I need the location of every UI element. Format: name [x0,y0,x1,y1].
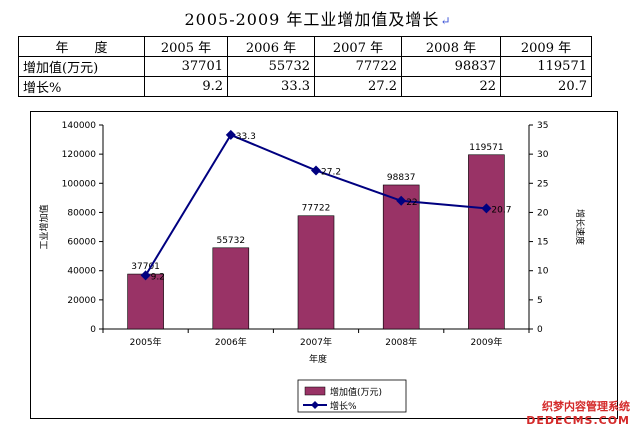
x-tick-label: 2009年 [470,336,502,348]
y2-tick-label: 30 [537,150,549,160]
bar-data-label: 77722 [302,204,331,214]
chart-frame: 0 20000 40000 60000 80000 100000 120000 140000 0… [30,111,618,419]
y2-tick-label: 10 [537,267,549,277]
line-marker [481,203,492,214]
line-marker [396,195,407,206]
chart-svg: 0 20000 40000 60000 80000 100000 120000 140000 0… [38,121,586,413]
y-axis-title: 工业增加值 [38,204,50,249]
table-cell: 77722 [314,56,402,77]
legend-marker-icon [311,401,319,409]
table-header-cell: 年 度 [18,36,145,57]
data-table: 年 度 2005 年 2006 年 2007 年 2008 年 2009 年 增… [18,36,592,97]
table-cell: 20.7 [500,76,592,97]
table-header-cell: 2007 年 [314,36,402,57]
legend-label-line: 增长% [330,400,357,412]
legend-swatch-bar [304,386,326,396]
y-tick-label: 0 [90,325,96,335]
y-tick-label: 140000 [62,121,97,131]
line-data-label: 22 [406,198,417,208]
x-axis-title: 年度 [309,353,327,365]
table-header-cell: 2006 年 [227,36,315,57]
table-header-cell: 2009 年 [500,36,592,57]
table-header-row: 年 度 2005 年 2006 年 2007 年 2008 年 2009 年 [18,36,592,57]
x-tick-label: 2006年 [215,336,247,348]
table-cell: 55732 [227,56,315,77]
y2-tick-label: 35 [537,121,548,131]
document-title: 2005-2009 年工业增加值及增长↵ [0,6,636,30]
table-row-label: 增长% [18,76,145,97]
bar-data-label: 98837 [387,173,416,183]
table-header-cell: 2008 年 [401,36,501,57]
y-tick-label: 40000 [67,267,96,277]
x-tick-label: 2005年 [130,336,162,348]
y-tick-label: 120000 [62,150,97,160]
table-cell: 119571 [500,56,592,77]
line-data-label: 33.3 [236,132,256,142]
bar-data-label: 55732 [216,236,245,246]
y-tick-label: 100000 [62,179,97,189]
line-data-label: 27.2 [321,167,341,177]
paragraph-mark-icon: ↵ [440,14,452,28]
bar [468,154,505,330]
bar [382,184,420,330]
watermark-line2: DEDECMS.COM [526,414,630,427]
table-cell: 98837 [401,56,501,77]
x-tick-label: 2007年 [300,336,332,348]
y2-axis-title: 增长速度 [574,209,586,245]
line-marker [225,129,236,140]
y2-tick-label: 15 [537,238,548,248]
legend-label-bar: 增加值(万元) [330,386,382,398]
table-cell: 37701 [144,56,228,77]
table-row: 增加值(万元) 37701 55732 77722 98837 119571 [18,56,592,77]
y-tick-label: 60000 [67,238,96,248]
table-cell: 33.3 [227,76,315,97]
bar-data-label: 37701 [131,262,160,272]
y2-tick-label: 5 [537,296,543,306]
table-row: 增长% 9.2 33.3 27.2 22 20.7 [18,76,592,97]
document-title-text: 2005-2009 年工业增加值及增长 [184,10,440,29]
bar [212,247,250,330]
y2-tick-label: 0 [537,325,543,335]
table-cell: 9.2 [144,76,228,97]
table-cell: 22 [401,76,501,97]
y-tick-label: 80000 [67,208,96,218]
table-cell: 27.2 [314,76,402,97]
table-row-label: 增加值(万元) [18,56,145,77]
line-data-label: 20.7 [491,205,511,215]
y2-tick-label: 25 [537,179,548,189]
watermark: 织梦内容管理系统 DEDECMS.COM [526,398,630,427]
line-marker [140,270,151,281]
watermark-line1: 织梦内容管理系统 [542,400,630,413]
bar-data-label: 119571 [469,143,503,153]
table-header-cell: 2005 年 [144,36,228,57]
line-marker [311,165,321,176]
bar [297,215,335,330]
x-tick-label: 2008年 [385,336,417,348]
y-tick-label: 20000 [67,296,96,306]
line-data-label: 9.2 [151,272,165,282]
y2-tick-label: 20 [537,208,549,218]
